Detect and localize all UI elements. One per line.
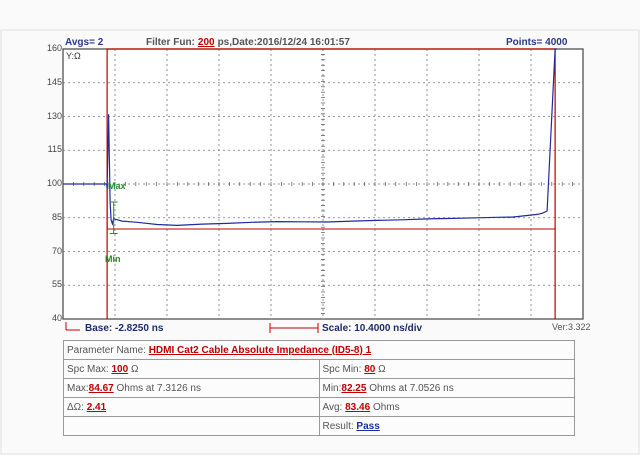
- spc-max-value[interactable]: 100: [111, 363, 129, 375]
- result-cell: Result: Pass: [318, 416, 575, 436]
- parameter-name-label: Parameter Name:: [67, 344, 146, 356]
- spc-min-value[interactable]: 80: [364, 363, 376, 375]
- y-tick-label: 55: [51, 279, 62, 290]
- min-label: Min:: [322, 382, 342, 394]
- min-marker-label: Min: [105, 254, 121, 264]
- parameter-table: Parameter Name: HDMI Cat2 Cable Absolute…: [63, 340, 575, 436]
- empty-cell: [63, 416, 320, 436]
- y-tick-label: 40: [51, 313, 62, 323]
- y-axis-label: Y:Ω: [66, 51, 81, 61]
- avg-unit: Ohms: [372, 401, 400, 413]
- min-cell: Min:82.25 Ohms at 7.0526 ns: [318, 378, 575, 398]
- base-readout: Base: -2.8250 ns: [85, 323, 164, 334]
- spc-max-cell: Spc Max: 100 Ω: [63, 359, 320, 379]
- y-tick-label: 100: [46, 178, 62, 188]
- parameter-name-cell: Parameter Name: HDMI Cat2 Cable Absolute…: [63, 340, 575, 360]
- delta-value: 2.41: [86, 401, 107, 413]
- delta-label: ΔΩ:: [67, 401, 84, 413]
- avg-cell: Avg: 83.46 Ohms: [318, 397, 575, 417]
- spc-min-label: Spc Min:: [322, 363, 362, 375]
- avg-value: 83.46: [345, 401, 371, 413]
- points-readout: Points= 4000: [506, 37, 568, 48]
- y-tick-label: 70: [51, 245, 62, 256]
- max-value: 84.67: [88, 382, 114, 394]
- table-row: Max:84.67 Ohms at 7.3126 ns Min:82.25 Oh…: [63, 378, 575, 398]
- impedance-trace: [63, 48, 558, 227]
- impedance-plot[interactable]: [62, 48, 584, 333]
- y-tick-label: 85: [51, 211, 62, 222]
- limit-lower-line: [106, 184, 556, 230]
- table-row: ΔΩ: 2.41 Avg: 83.46 Ohms: [63, 397, 575, 417]
- delta-cell: ΔΩ: 2.41: [63, 397, 320, 417]
- filter-value[interactable]: 200: [197, 37, 215, 48]
- avgs-readout: Avgs= 2: [65, 37, 104, 48]
- y-tick-label: 115: [47, 144, 62, 155]
- y-tick-label: 130: [46, 110, 62, 121]
- spc-max-label: Spc Max:: [67, 363, 109, 375]
- filter-readout: Filter Fun: 200 ps,Date:2016/12/24 16:01:5…: [146, 37, 350, 48]
- avg-label: Avg:: [322, 401, 343, 413]
- min-detail: Ohms at 7.0526 ns: [369, 382, 454, 394]
- max-label: Max:: [67, 382, 89, 394]
- version-label: Ver:3.322: [552, 322, 591, 332]
- spc-max-unit: Ω: [130, 363, 139, 375]
- filter-label: Filter Fun:: [146, 37, 195, 48]
- table-row: Parameter Name: HDMI Cat2 Cable Absolute…: [63, 340, 575, 360]
- y-tick-label: 160: [46, 43, 62, 53]
- table-row: Spc Max: 100 Ω Spc Min: 80 Ω: [63, 359, 575, 379]
- result-label: Result:: [322, 420, 354, 432]
- table-row: Result: Pass: [63, 416, 575, 436]
- parameter-name-value[interactable]: HDMI Cat2 Cable Absolute Impedance (ID5-…: [148, 344, 372, 356]
- scale-readout: Scale: 10.4000 ns/div: [322, 323, 423, 334]
- y-tick-label: 145: [46, 76, 62, 87]
- max-marker-label: Max: [108, 181, 126, 191]
- spc-min-unit: Ω: [378, 363, 386, 375]
- max-detail: Ohms at 7.3126 ns: [116, 382, 201, 394]
- min-value: 82.25: [341, 382, 367, 394]
- max-cell: Max:84.67 Ohms at 7.3126 ns: [63, 378, 320, 398]
- spc-min-cell: Spc Min: 80 Ω: [318, 359, 575, 379]
- result-value[interactable]: Pass: [356, 420, 380, 432]
- date-readout: ps,Date:2016/12/24 16:01:57: [217, 37, 350, 48]
